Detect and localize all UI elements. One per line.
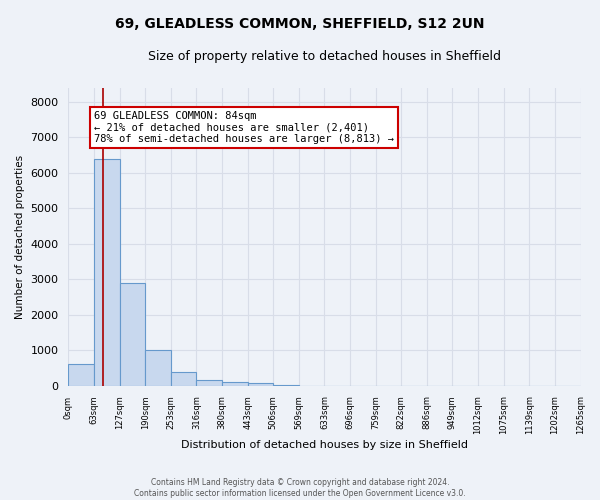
Text: 69, GLEADLESS COMMON, SHEFFIELD, S12 2UN: 69, GLEADLESS COMMON, SHEFFIELD, S12 2UN	[115, 18, 485, 32]
Bar	[248, 383, 273, 386]
Bar	[222, 382, 248, 386]
Text: Contains HM Land Registry data © Crown copyright and database right 2024.
Contai: Contains HM Land Registry data © Crown c…	[134, 478, 466, 498]
Bar	[171, 372, 196, 386]
Bar	[145, 350, 171, 386]
Text: 69 GLEADLESS COMMON: 84sqm
← 21% of detached houses are smaller (2,401)
78% of s: 69 GLEADLESS COMMON: 84sqm ← 21% of deta…	[94, 111, 394, 144]
Bar	[68, 364, 94, 386]
Y-axis label: Number of detached properties: Number of detached properties	[15, 154, 25, 319]
Bar	[94, 158, 119, 386]
Bar	[196, 380, 222, 386]
Bar	[119, 283, 145, 386]
Title: Size of property relative to detached houses in Sheffield: Size of property relative to detached ho…	[148, 50, 501, 63]
X-axis label: Distribution of detached houses by size in Sheffield: Distribution of detached houses by size …	[181, 440, 468, 450]
